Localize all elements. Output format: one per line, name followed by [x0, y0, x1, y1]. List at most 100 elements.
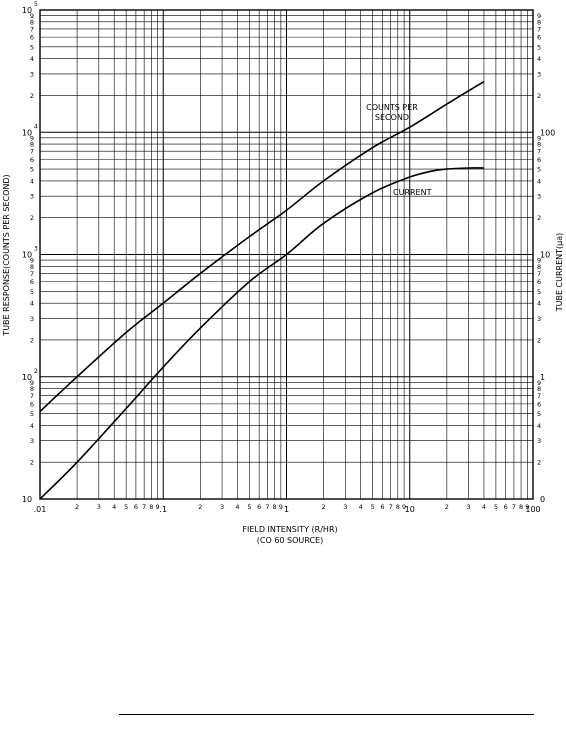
y-right-tick-label: 9 — [537, 12, 541, 20]
y-left-tick-label: 10 — [22, 128, 32, 137]
x-tick-label: 4 — [359, 503, 363, 511]
x-tick-label: 9 — [525, 503, 529, 511]
y-right-tick-label: 5 — [537, 288, 541, 296]
y-left-tick-label: 6 — [30, 400, 34, 408]
y-left-tick-label: 3 — [30, 193, 34, 201]
x-tick-label: 2 — [445, 503, 449, 511]
x-tick-label: 7 — [512, 503, 516, 511]
y-right-tick-label: 3 — [537, 437, 541, 445]
y-left-tick-exponent: 2 — [34, 368, 38, 375]
x-tick-label: 7 — [389, 503, 393, 511]
y-right-tick-label: 2 — [537, 214, 541, 222]
x-tick-label: .01 — [34, 505, 47, 514]
y-right-tick-label: 9 — [537, 134, 541, 142]
y-right-tick-label: 6 — [537, 34, 541, 42]
y-right-tick-label: 2 — [537, 92, 541, 100]
y-left-tick-label: 4 — [30, 55, 34, 63]
grid — [39, 9, 534, 500]
x-tick-label: 7 — [142, 503, 146, 511]
x-tick-label: 5 — [371, 503, 375, 511]
x-tick-label: 9 — [279, 503, 283, 511]
y-left-tick-label: 9 — [30, 134, 34, 142]
x-tick-label: 8 — [396, 503, 400, 511]
y-left-tick-label: 2 — [30, 214, 34, 222]
y-right-tick-label: 4 — [537, 55, 541, 63]
y-right-tick-label: 6 — [537, 400, 541, 408]
y-right-tick-label: 6 — [537, 156, 541, 164]
y-left-tick-label: 4 — [30, 177, 34, 185]
y-axis-left-label: TUBE RESPONSE(COUNTS PER SECOND) — [2, 174, 11, 336]
series-counts-per-second — [39, 80, 485, 413]
y-left-tick-label: 6 — [30, 156, 34, 164]
x-tick-label: .1 — [159, 505, 167, 514]
y-left-tick-label: 4 — [30, 300, 34, 308]
x-tick-label: 4 — [112, 503, 116, 511]
x-tick-label: 100 — [525, 505, 540, 514]
annotation-current: CURRENT — [393, 188, 432, 197]
x-axis-sublabel: (CO 60 SOURCE) — [257, 536, 323, 545]
x-tick-label: 3 — [466, 503, 470, 511]
y-right-tick-label: 5 — [537, 43, 541, 51]
y-left-tick-label: 6 — [30, 278, 34, 286]
y-left-tick-label: 2 — [30, 459, 34, 467]
y-axis-right-label: TUBE CURRENT(μa) — [555, 233, 564, 313]
y-left-tick-label: 8 — [30, 141, 34, 149]
x-tick-label: 4 — [482, 503, 486, 511]
y-left-tick-label: 7 — [30, 148, 34, 156]
x-tick-label: 3 — [97, 503, 101, 511]
y-left-tick-label: 8 — [30, 385, 34, 393]
x-tick-label: 2 — [322, 503, 326, 511]
y-right-tick-label: 8 — [537, 18, 541, 26]
y-left-tick-label: 5 — [30, 166, 34, 174]
y-right-tick-label: 2 — [537, 459, 541, 467]
x-tick-label: 2 — [75, 503, 79, 511]
y-left-tick-exponent: 3 — [34, 246, 38, 253]
y-left-tick-label: 10 — [22, 251, 32, 260]
y-right-tick-label: 7 — [537, 392, 541, 400]
x-tick-label: 5 — [247, 503, 251, 511]
y-right-tick-label: 6 — [537, 278, 541, 286]
x-tick-label: 6 — [134, 503, 138, 511]
x-tick-label: 1 — [284, 505, 289, 514]
y-left-tick-label: 3 — [30, 437, 34, 445]
y-left-tick-label: 5 — [30, 410, 34, 418]
y-left-tick-label: 7 — [30, 392, 34, 400]
y-left-tick-label: 2 — [30, 92, 34, 100]
x-axis-label: FIELD INTENSITY (R/HR) — [242, 525, 337, 534]
y-right-tick-label: 3 — [537, 70, 541, 78]
x-tick-label: 8 — [149, 503, 153, 511]
annotation-counts-per: COUNTS PER — [366, 103, 418, 112]
y-right-tick-label: 9 — [537, 257, 541, 265]
plot-frame — [39, 9, 534, 500]
x-tick-label: 4 — [235, 503, 239, 511]
y-right-tick-label: 4 — [537, 422, 541, 430]
y-right-tick-label: 7 — [537, 148, 541, 156]
x-tick-label: 2 — [198, 503, 202, 511]
y-left-tick-label: 4 — [30, 422, 34, 430]
y-left-tick-label: 9 — [30, 379, 34, 387]
y-left-tick-exponent: 5 — [34, 1, 38, 8]
curves — [39, 80, 485, 500]
y-left-tick-label: 5 — [30, 43, 34, 51]
y-right-tick-label: 0 — [540, 495, 545, 504]
y-right-tick-label: 4 — [537, 177, 541, 185]
x-tick-label: 10 — [405, 505, 415, 514]
y-right-tick-label: 10 — [540, 251, 550, 260]
y-left-tick-label: 7 — [30, 25, 34, 33]
y-left-tick-label: 10 — [22, 495, 32, 504]
y-right-tick-label: 1 — [540, 373, 545, 382]
y-right-tick-label: 7 — [537, 25, 541, 33]
y-right-tick-label: 100 — [540, 128, 555, 137]
tick-labels: .01 2 3 4 5 6 7 8 9.1 2 3 4 5 6 7 8 9 1 2 3 4 5 6 7 8 910 2 3 4 5 6 7 8 9… — [22, 1, 555, 514]
x-tick-label: 6 — [257, 503, 261, 511]
footer-rule — [119, 714, 534, 715]
x-tick-label: 5 — [124, 503, 128, 511]
y-left-tick-label: 10 — [22, 6, 32, 15]
y-right-tick-label: 4 — [537, 300, 541, 308]
y-right-tick-label: 3 — [537, 193, 541, 201]
annotation-second: SECOND — [375, 113, 409, 122]
y-right-tick-label: 2 — [537, 336, 541, 344]
y-right-tick-label: 8 — [537, 385, 541, 393]
y-left-tick-label: 6 — [30, 34, 34, 42]
